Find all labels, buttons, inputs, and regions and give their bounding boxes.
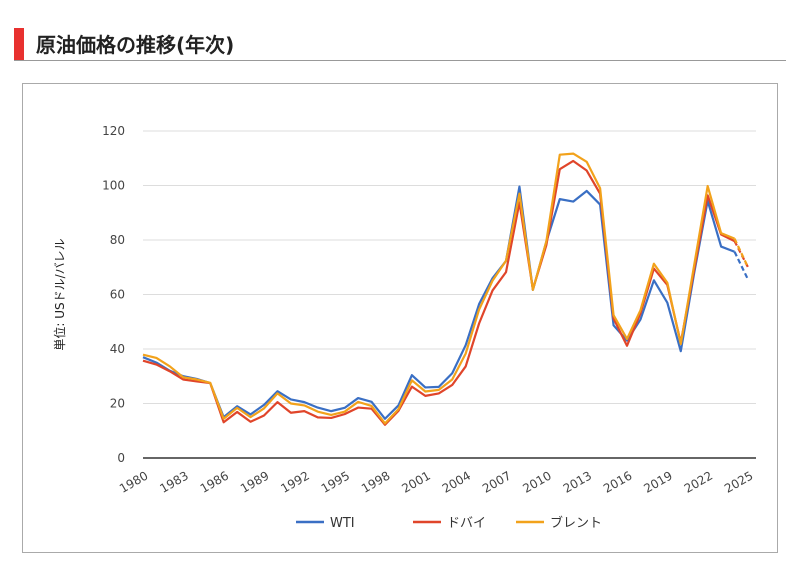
x-tick-label: 1995 bbox=[319, 468, 352, 495]
x-tick-label: 2001 bbox=[399, 468, 432, 495]
series-line-projected-WTI bbox=[733, 251, 749, 280]
series-line-ブレント bbox=[142, 152, 735, 425]
x-tick-label: 1992 bbox=[278, 468, 311, 495]
x-tick-label: 2025 bbox=[722, 468, 755, 495]
series-line-WTI bbox=[142, 185, 735, 420]
y-tick-label: 40 bbox=[110, 342, 125, 356]
chart-container bbox=[22, 83, 778, 553]
x-tick-label: 1998 bbox=[359, 468, 392, 495]
x-tick-label: 2013 bbox=[561, 468, 594, 495]
y-tick-label: 20 bbox=[110, 397, 125, 411]
x-tick-label: 1986 bbox=[198, 468, 231, 495]
x-tick-label: 2016 bbox=[601, 468, 634, 495]
y-axis-label: 単位: USドル/バレル bbox=[52, 238, 67, 350]
section-header: 原油価格の推移(年次) bbox=[14, 26, 786, 61]
y-tick-label: 100 bbox=[102, 179, 125, 193]
x-tick-label: 2019 bbox=[641, 468, 674, 495]
y-tick-label: 120 bbox=[102, 124, 125, 138]
y-tick-label: 60 bbox=[110, 288, 125, 302]
x-tick-label: 2022 bbox=[682, 468, 715, 495]
series-line-ドバイ bbox=[142, 159, 736, 426]
x-tick-label: 1980 bbox=[117, 468, 150, 495]
x-tick-label: 2010 bbox=[520, 468, 553, 495]
y-tick-label: 80 bbox=[110, 233, 125, 247]
legend-label: WTI bbox=[330, 516, 355, 531]
x-tick-label: 1989 bbox=[238, 468, 271, 495]
accent-bar bbox=[14, 28, 24, 60]
page-title: 原油価格の推移(年次) bbox=[36, 33, 235, 57]
legend-label: ドバイ bbox=[447, 516, 486, 531]
y-tick-label: 0 bbox=[117, 451, 125, 465]
x-tick-label: 2007 bbox=[480, 468, 513, 495]
x-tick-label: 1983 bbox=[157, 468, 190, 495]
series-line-projected-ブレント bbox=[733, 238, 749, 268]
legend-label: ブレント bbox=[550, 515, 602, 531]
x-tick-label: 2004 bbox=[440, 468, 473, 495]
